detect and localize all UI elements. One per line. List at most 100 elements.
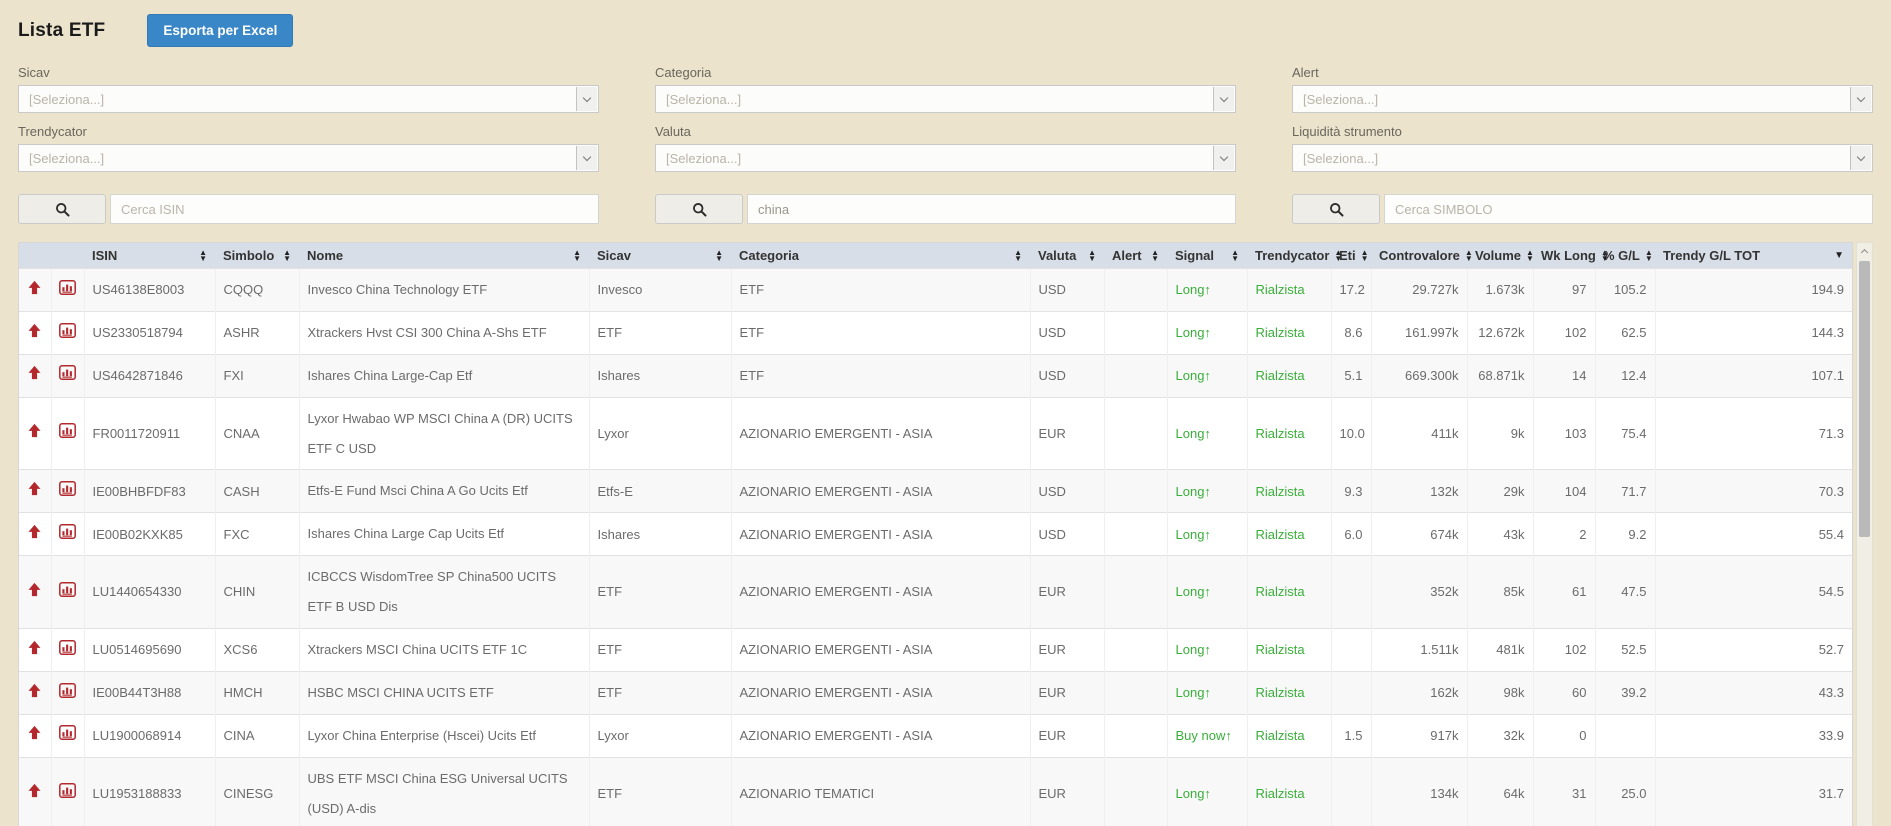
table-row: US2330518794 ASHR Xtrackers Hvst CSI 300 C… [19,310,1852,355]
trend-up-cell[interactable] [19,310,51,355]
search-name-button[interactable] [655,194,743,224]
chart-link-cell[interactable] [50,396,84,470]
trend-up-cell[interactable] [19,670,51,715]
cell-signal: Long↑ [1166,396,1247,470]
cell-isin: FR0011720911 [83,396,215,470]
col-header-controvalore[interactable]: Controvalore ▲ ▼ [1371,243,1473,269]
categoria-select[interactable]: [Seleziona...] [655,85,1236,113]
sicav-select[interactable]: [Seleziona...] [18,85,599,113]
table-body: US46138E8003 CQQQ Invesco China Technology… [19,268,1852,826]
cell-eti: 1.5 [1330,713,1371,758]
chart-link-cell[interactable] [50,310,84,355]
search-name-input[interactable] [747,194,1236,224]
cell-categoria: AZIONARIO EMERGENTI - ASIA [730,469,1030,513]
cell-volume: 1.673k [1466,268,1533,312]
bar-chart-icon [59,682,76,698]
cell-alert [1103,628,1167,672]
col-header-trendygl[interactable]: Trendy G/L TOT ▼ [1655,243,1852,269]
up-arrow-icon [28,582,41,597]
chart-link-cell[interactable] [50,756,84,826]
col-header-trendycator[interactable]: Trendycator ▲ ▼ [1247,243,1342,269]
trend-up-cell[interactable] [19,756,51,826]
cell-wklong: 14 [1532,353,1595,398]
scroll-up-icon[interactable] [1857,243,1872,259]
select-dropdown-button[interactable] [1850,146,1871,170]
up-arrow-icon [28,726,41,740]
cell-nome: Ishares China Large Cap Ucits Etf [298,512,589,556]
liquidita-select[interactable]: [Seleziona...] [1292,144,1873,172]
chart-link-cell[interactable] [50,670,84,715]
col-header-valuta[interactable]: Valuta ▲ ▼ [1030,243,1104,269]
up-arrow-icon [28,323,41,337]
cell-isin: US46138E8003 [83,268,215,312]
chart-link-cell[interactable] [50,713,84,758]
valuta-select[interactable]: [Seleziona...] [655,144,1236,172]
cell-simbolo: ASHR [214,310,299,355]
cell-trendygl: 70.3 [1654,469,1852,513]
cell-sicav: ETF [588,555,731,629]
col-header-alert[interactable]: Alert ▲ ▼ [1104,243,1167,269]
col-header-eti[interactable]: Eti ▲ ▼ [1331,243,1371,269]
search-isin-input[interactable] [110,194,599,224]
cell-alert [1103,396,1167,470]
col-header-simbolo[interactable]: Simbolo ▲ ▼ [215,243,299,269]
select-dropdown-button[interactable] [1850,87,1871,111]
cell-simbolo: CASH [214,469,299,513]
trend-up-cell[interactable] [19,555,51,629]
filter-trendycator: Trendycator [Seleziona...] [18,124,599,172]
trend-up-cell[interactable] [19,469,51,513]
scrollbar-thumb[interactable] [1859,261,1870,538]
search-symbol-input[interactable] [1384,194,1873,224]
chart-link-cell[interactable] [50,353,84,398]
trend-up-cell[interactable] [19,396,51,470]
cell-isin: LU1900068914 [83,713,215,758]
search-symbol-button[interactable] [1292,194,1380,224]
select-dropdown-button[interactable] [1213,146,1234,170]
col-header-sicav[interactable]: Sicav ▲ ▼ [589,243,731,269]
select-dropdown-button[interactable] [576,146,597,170]
col-header-categoria[interactable]: Categoria ▲ ▼ [731,243,1030,269]
table-row: US46138E8003 CQQQ Invesco China Technology… [19,268,1852,312]
alert-select[interactable]: [Seleziona...] [1292,85,1873,113]
export-excel-button[interactable]: Esporta per Excel [147,14,294,47]
up-arrow-icon [28,366,41,380]
cell-valuta: USD [1029,469,1104,513]
col-header-wklong[interactable]: Wk Long ▲ ▼ [1533,243,1609,269]
chart-link-cell[interactable] [50,469,84,513]
select-dropdown-button[interactable] [1213,87,1234,111]
cell-eti [1330,628,1371,672]
cell-nome: Invesco China Technology ETF [298,268,589,312]
col-header-signal[interactable]: Signal ▲ ▼ [1167,243,1247,269]
cell-nome: HSBC MSCI CHINA UCITS ETF [298,670,589,715]
cell-nome: Lyxor China Enterprise (Hscei) Ucits Etf [298,713,589,758]
trendycator-select[interactable]: [Seleziona...] [18,144,599,172]
trend-up-cell[interactable] [19,628,51,672]
chart-link-cell[interactable] [50,555,84,629]
col-header-label: ISIN [92,248,118,263]
col-header-volume[interactable]: Volume ▲ ▼ [1467,243,1534,269]
up-arrow-icon [28,640,41,654]
trend-up-cell[interactable] [19,353,51,398]
filter-liquidita: Liquidità strumento [Seleziona...] [1292,124,1873,172]
cell-volume: 481k [1466,628,1533,672]
trend-up-cell[interactable] [19,512,51,556]
cell-trendygl: 54.5 [1654,555,1852,629]
col-header-pgl[interactable]: % G/L ▲ ▼ [1595,243,1655,269]
col-header-icon [51,243,84,269]
chart-link-cell[interactable] [50,512,84,556]
col-header-isin[interactable]: ISIN ▲ ▼ [84,243,215,269]
trend-up-cell[interactable] [19,713,51,758]
filter-label: Alert [1292,65,1319,80]
sort-icon: ▲ ▼ [283,248,291,263]
search-isin-button[interactable] [18,194,106,224]
chart-link-cell[interactable] [50,268,84,312]
table-scrollbar[interactable] [1856,242,1873,826]
table-row: IE00B44T3H88 HMCH HSBC MSCI CHINA UCITS ET… [19,670,1852,715]
cell-controvalore: 674k [1370,512,1467,556]
chart-link-cell[interactable] [50,628,84,672]
select-dropdown-button[interactable] [576,87,597,111]
col-header-nome[interactable]: Nome ▲ ▼ [299,243,589,269]
cell-signal: Buy now↑ [1166,713,1247,758]
cell-controvalore: 162k [1370,670,1467,715]
trend-up-cell[interactable] [19,268,51,312]
